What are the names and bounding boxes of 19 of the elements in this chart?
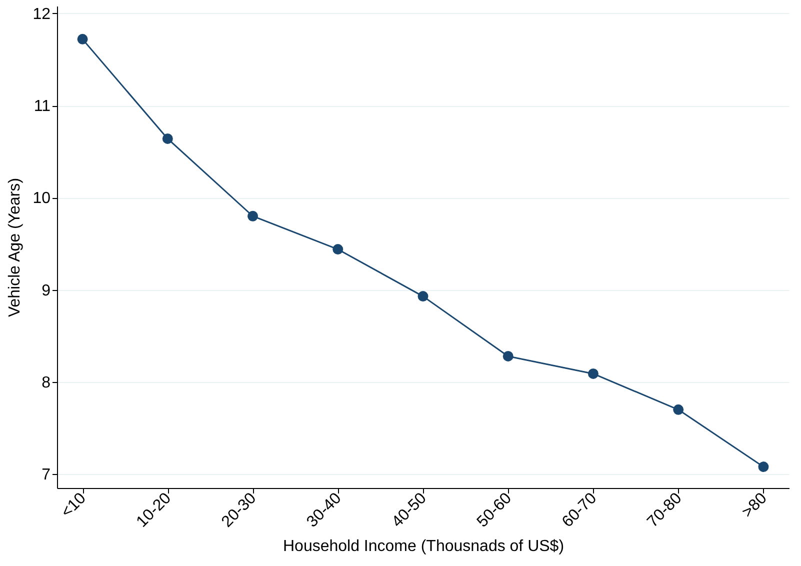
point: [248, 210, 258, 222]
point: [758, 462, 769, 472]
y-tick-label: 12: [32, 6, 51, 23]
y-tick-label: 9: [42, 282, 51, 300]
y-axis-title: Vehicle Age (Years): [6, 178, 24, 318]
y-tick-label: 7: [42, 466, 51, 484]
x-tick-label: <10: [58, 490, 90, 522]
point: [673, 404, 684, 415]
point: [77, 34, 88, 44]
point: [588, 368, 598, 379]
y-tick-label: 11: [34, 98, 51, 116]
y-tick-label: 10: [32, 190, 51, 208]
point: [502, 350, 514, 362]
x-axis-title: Household Income (Thousnads of US$): [282, 538, 564, 556]
point: [418, 291, 428, 302]
point: [162, 133, 173, 144]
point: [332, 244, 344, 255]
x-tick-label: >80: [739, 490, 770, 522]
y-tick-label: 8: [42, 374, 51, 392]
